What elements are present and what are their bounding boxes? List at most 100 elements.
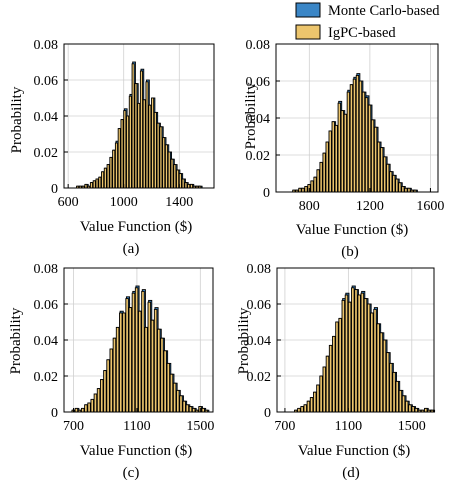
igpc-bar <box>334 124 338 193</box>
igpc-bar <box>109 348 113 413</box>
x-ticks-c: 700 1100 1500 <box>63 408 214 434</box>
igpc-bar <box>151 97 155 189</box>
igpc-bar <box>95 178 99 189</box>
y-ticks-c: 0 0.02 0.04 0.06 0.08 <box>34 262 68 421</box>
igpc-bar <box>361 91 366 193</box>
igpc-bar <box>297 407 301 413</box>
igpc-bar <box>332 335 336 413</box>
igpc-bar <box>373 308 377 413</box>
panel-b: 0 0.02 0.04 0.06 0.08 800 1200 1600 Probabilit… <box>243 38 444 260</box>
igpc-bar <box>114 142 119 189</box>
igpc-bar <box>126 115 130 189</box>
igpc-bar <box>134 83 138 189</box>
igpc-bar <box>92 180 96 189</box>
igpc-bar <box>139 70 144 189</box>
igpc-bar <box>173 164 177 189</box>
igpc-bar <box>119 312 123 413</box>
igpc-bar <box>322 366 327 413</box>
plot-area-d <box>276 267 436 413</box>
igpc-bar <box>349 84 354 193</box>
igpc-bar <box>370 312 374 413</box>
igpc-bar <box>414 407 418 413</box>
legend-label-igpc: IgPC-based <box>328 25 396 41</box>
igpc-bar <box>316 169 320 193</box>
y-ticks-a: 0 0.02 0.04 0.06 0.08 <box>34 38 68 197</box>
igpc-bar <box>89 182 94 189</box>
legend-box <box>292 0 474 45</box>
igpc-bar <box>185 404 190 413</box>
y-tick-label: 0.04 <box>34 110 59 125</box>
y-tick-label: 0.08 <box>34 38 59 53</box>
igpc-bar <box>188 406 193 413</box>
igpc-bar <box>405 400 409 413</box>
igpc-bar <box>145 81 149 189</box>
igpc-bar <box>134 287 139 413</box>
igpc-bar <box>112 337 117 413</box>
igpc-bar <box>144 326 148 413</box>
igpc-bar <box>147 301 152 413</box>
igpc-bar <box>338 317 342 413</box>
igpc-bar <box>395 380 399 413</box>
igpc-bar <box>344 294 349 413</box>
igpc-bar <box>131 63 135 189</box>
igpc-bar <box>96 388 101 413</box>
igpc-bar <box>373 126 378 193</box>
igpc-bar <box>386 163 390 193</box>
y-tick-label: 0.06 <box>246 75 271 90</box>
igpc-bar <box>160 337 164 413</box>
igpc-bar <box>176 389 180 413</box>
x-tick-label: 600 <box>58 195 79 210</box>
igpc-bar <box>303 404 307 413</box>
y-tick-label: 0 <box>51 182 58 197</box>
igpc-bar <box>169 373 174 413</box>
igpc-bar <box>335 321 339 413</box>
x-axis-label-d: Value Function ($) <box>298 443 410 459</box>
igpc-bar <box>148 104 152 189</box>
y-tick-label: 0.08 <box>246 38 271 53</box>
igpc-bar <box>176 169 180 189</box>
y-tick-label: 0 <box>264 406 271 421</box>
legend-label-monte-carlo: Monte Carlo-based <box>328 3 440 19</box>
igpc-bar <box>322 152 326 193</box>
igpc-bar <box>103 370 107 413</box>
igpc-bar <box>325 355 330 413</box>
x-tick-label: 1200 <box>356 199 384 214</box>
igpc-bar <box>90 398 94 413</box>
igpc-bar <box>389 171 393 193</box>
panel-caption-d: (d) <box>342 465 360 480</box>
igpc-bar <box>138 310 142 413</box>
panel-caption-a: (a) <box>123 241 140 257</box>
igpc-bar <box>395 178 399 193</box>
igpc-bar <box>120 119 124 189</box>
igpc-bar <box>380 147 384 193</box>
igpc-bar <box>382 339 387 413</box>
igpc-bar <box>122 312 126 413</box>
y-axis-label-b: Probability <box>243 82 259 149</box>
x-tick-label: 700 <box>274 419 295 434</box>
igpc-bar <box>328 130 332 193</box>
y-tick-label: 0.04 <box>247 334 272 349</box>
igpc-bar <box>376 141 381 193</box>
igpc-bar <box>341 299 346 413</box>
igpc-bar <box>164 144 169 189</box>
igpc-bar <box>389 362 393 413</box>
igpc-bar <box>184 182 188 189</box>
igpc-bar <box>80 407 85 413</box>
x-tick-label: 800 <box>299 199 320 214</box>
x-ticks-d: 700 1100 1500 <box>274 408 426 434</box>
igpc-bar <box>137 102 141 189</box>
legend: Monte Carlo-based IgPC-based <box>292 0 474 45</box>
panel-a: 0 0.02 0.04 0.06 0.08 600 1000 1400 Probabilit… <box>9 38 215 257</box>
igpc-bar <box>98 176 102 189</box>
x-tick-label: 1100 <box>123 419 150 434</box>
igpc-bar <box>398 389 403 413</box>
igpc-bar <box>340 110 344 193</box>
y-tick-label: 0 <box>51 406 58 421</box>
y-tick-label: 0.04 <box>34 334 59 349</box>
x-axis-label-a: Value Function ($) <box>80 219 192 235</box>
y-ticks-d: 0 0.02 0.04 0.06 0.08 <box>247 262 281 421</box>
igpc-bar <box>191 407 196 413</box>
igpc-bar <box>376 323 380 413</box>
y-tick-label: 0.08 <box>34 262 59 277</box>
igpc-bar <box>103 167 107 189</box>
